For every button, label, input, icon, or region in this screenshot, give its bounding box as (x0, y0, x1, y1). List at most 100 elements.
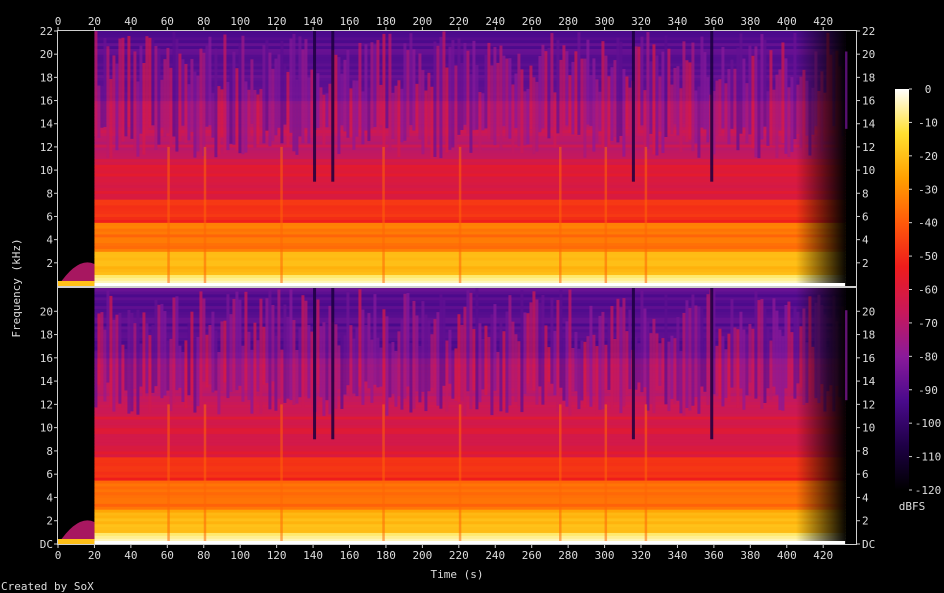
spectral-column (511, 84, 515, 155)
transient-burst (559, 146, 562, 286)
spectral-column (664, 294, 668, 405)
spectral-column (340, 73, 344, 126)
spectral-band (94, 535, 846, 539)
x-tick-label: 400 (777, 549, 797, 562)
spectral-column (757, 300, 761, 395)
spectral-column (334, 54, 338, 131)
spectral-column (766, 91, 770, 146)
spectral-band (94, 433, 846, 437)
spectral-column (475, 288, 479, 410)
x-tick-label: 100 (230, 15, 250, 28)
spectral-column (328, 83, 332, 126)
spectral-column (619, 41, 623, 136)
spectral-column (736, 329, 740, 409)
spectral-band (94, 57, 846, 61)
x-tick-label: 400 (777, 15, 797, 28)
colorbar-tick-label: -70 (918, 317, 938, 330)
spectral-column (568, 289, 572, 416)
y-tick-label: 12 (40, 141, 53, 154)
fade-out-region (795, 31, 846, 286)
spectral-column (559, 289, 563, 388)
spectral-band (94, 213, 846, 218)
spectral-column (682, 312, 686, 416)
spectral-column (532, 77, 536, 155)
spectral-column (277, 54, 281, 128)
transient-burst (382, 146, 385, 286)
colorbar-tick-label: -100 (915, 417, 942, 430)
x-tick-label: 280 (558, 549, 578, 562)
spectral-column (385, 78, 389, 129)
spectral-column (688, 307, 692, 411)
spectral-column (301, 49, 305, 144)
spectral-column (526, 313, 530, 384)
spectral-column (613, 60, 617, 137)
spectral-column (703, 52, 707, 130)
transient-burst (458, 146, 462, 286)
spectral-column (667, 341, 671, 412)
y-tick-label: 6 (862, 210, 869, 223)
x-tick-label: 340 (668, 15, 688, 28)
spectral-column (409, 33, 413, 126)
spectral-column (457, 314, 461, 403)
spectral-column (112, 55, 116, 133)
y-tick-label: 14 (40, 118, 54, 131)
spectral-column (244, 291, 248, 391)
spectral-column (658, 76, 662, 132)
spectral-column (289, 289, 293, 401)
spectral-column (424, 314, 428, 412)
spectral-column (157, 304, 161, 393)
spectral-column (124, 348, 128, 391)
spectral-column (541, 294, 545, 405)
spectral-column (229, 65, 233, 144)
spectral-band (94, 532, 846, 536)
spectral-column (442, 31, 446, 137)
spectral-column (772, 298, 776, 387)
spectral-column (244, 81, 248, 153)
spectral-column (553, 92, 557, 148)
spectral-band (94, 248, 846, 252)
spectral-column (754, 290, 758, 399)
y-tick-label: 18 (40, 71, 53, 84)
spectral-column (145, 323, 149, 394)
spectral-column (508, 295, 512, 406)
spectral-column (781, 42, 785, 144)
spectral-column (670, 84, 674, 135)
spectral-band (94, 277, 846, 281)
spectral-column (691, 42, 695, 152)
spectral-column (232, 51, 236, 145)
created-by-credit: Created by SoX (1, 580, 94, 593)
spectral-column (604, 344, 608, 390)
spectral-band (94, 500, 846, 504)
spectral-column (475, 64, 479, 130)
channel-1-spectrogram (58, 31, 856, 287)
spectral-column (616, 37, 620, 143)
spectral-column (430, 86, 434, 159)
spectral-column (421, 70, 425, 155)
spectral-column (679, 351, 683, 414)
spectral-column (553, 330, 557, 396)
spectral-column (169, 67, 173, 148)
spectral-column (151, 324, 155, 393)
spectral-column (142, 62, 146, 155)
spectral-column (469, 292, 473, 410)
spectral-column (178, 53, 182, 142)
spectral-column (643, 308, 647, 388)
quiet-gap (313, 31, 317, 182)
spectral-column (223, 34, 227, 154)
y-tick-label: 6 (46, 468, 53, 481)
x-tick-label: 140 (303, 549, 323, 562)
spectral-column (217, 351, 221, 415)
spectral-column (106, 46, 110, 159)
spectral-column (739, 311, 743, 389)
spectral-column (721, 46, 725, 129)
y-tick-label: 22 (40, 25, 53, 38)
spectral-column (637, 46, 641, 130)
spectral-column (304, 39, 308, 129)
spectral-column (790, 332, 794, 387)
spectral-column (430, 334, 434, 388)
y-tick-label: DC (40, 538, 53, 551)
spectral-column (685, 300, 689, 409)
y-tick-label: 6 (46, 210, 53, 223)
spectral-column (139, 45, 143, 134)
spectral-column (109, 78, 113, 159)
